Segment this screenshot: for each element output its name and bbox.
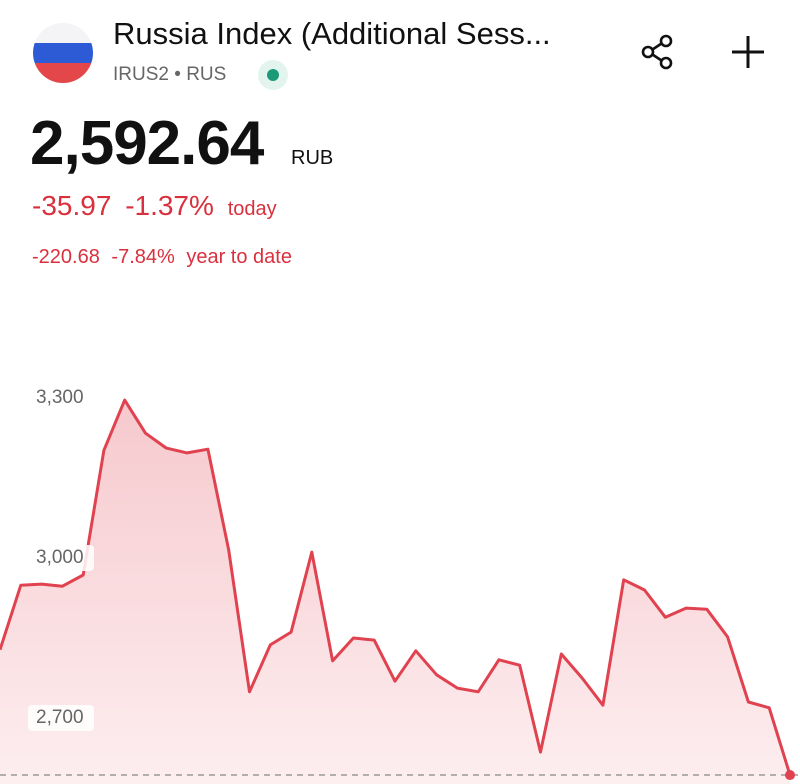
add-button[interactable]: [728, 32, 768, 72]
symbol: IRUS2: [113, 64, 169, 85]
price-line: [0, 398, 792, 776]
share-button[interactable]: [638, 32, 678, 72]
change: -220.68: [32, 246, 100, 268]
chart: 2,700 3,000 3,300: [0, 384, 800, 784]
last-point: [785, 770, 795, 781]
subtitle: IRUS2 • RUS: [113, 64, 226, 86]
tick-background: [28, 544, 94, 571]
currency: RUB: [291, 147, 334, 169]
flag-icon: [33, 23, 93, 83]
y-tick-label: 3,300: [36, 387, 84, 408]
status-indicator: [258, 60, 288, 90]
percent: -1.37%: [125, 190, 214, 221]
today-change: -35.97 -1.37% today: [32, 190, 277, 222]
title: Russia Index (Additional Sess...: [113, 16, 551, 51]
ytd-change: -220.68 -7.84% year to date: [32, 246, 292, 269]
area-fill: [0, 400, 790, 784]
y-tick-label: 3,000: [36, 547, 84, 568]
change: -35.97: [32, 190, 112, 221]
price: 2,592.64: [30, 109, 264, 178]
tick-background: [28, 704, 94, 731]
exchange: RUS: [186, 64, 227, 85]
separator: •: [174, 64, 181, 85]
period: year to date: [186, 246, 292, 268]
y-tick-label: 2,700: [36, 707, 84, 728]
period: today: [227, 198, 277, 220]
percent: -7.84%: [111, 246, 175, 268]
tick-background: [28, 384, 94, 411]
